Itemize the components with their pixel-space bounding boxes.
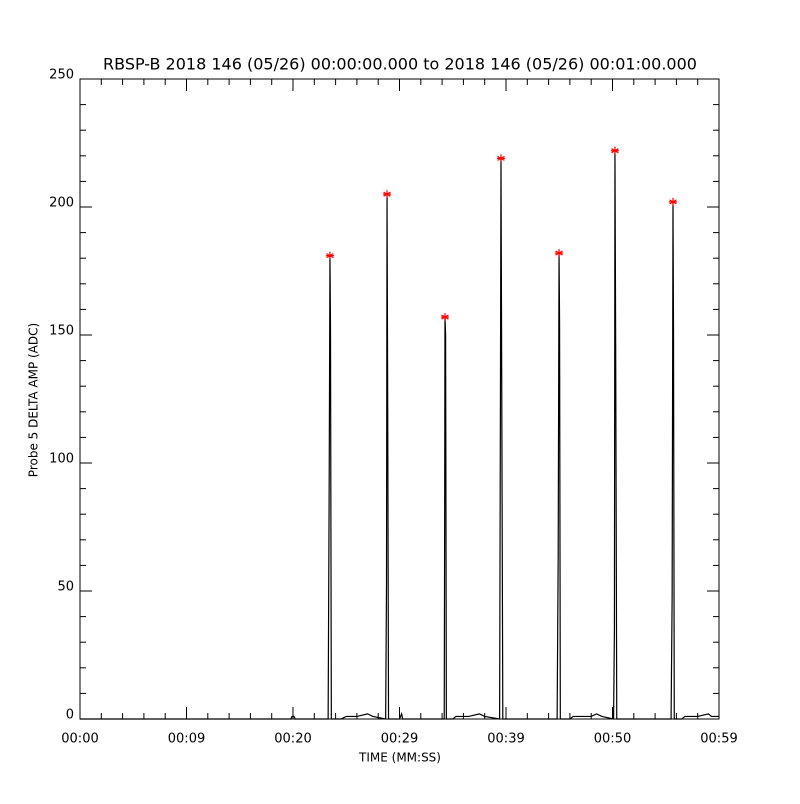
plot-frame	[79, 78, 720, 720]
data-line	[80, 150, 719, 720]
x-tick-label: 00:29	[381, 732, 418, 747]
peak-marker	[496, 154, 505, 163]
x-tick-label: 00:00	[61, 732, 98, 747]
x-tick-label: 00:09	[168, 732, 205, 747]
x-axis-label: TIME (MM:SS)	[358, 751, 441, 765]
y-tick-label: 0	[66, 708, 74, 723]
y-tick-label: 200	[49, 196, 74, 211]
peak-marker	[610, 146, 619, 155]
y-axis-label: Probe 5 DELTA AMP (ADC)	[27, 323, 41, 477]
x-tick-label: 00:39	[487, 732, 524, 747]
x-tick-label: 00:59	[700, 732, 737, 747]
y-tick-label: 150	[49, 324, 74, 339]
y-tick-label: 100	[49, 452, 74, 467]
y-tick-label: 250	[49, 68, 74, 83]
peak-marker	[668, 197, 677, 206]
y-tick-label: 50	[57, 580, 74, 595]
x-tick-label: 00:50	[594, 732, 631, 747]
peak-marker	[325, 251, 334, 260]
peak-marker	[383, 190, 392, 199]
chart-title: RBSP-B 2018 146 (05/26) 00:00:00.000 to …	[103, 55, 697, 74]
peak-marker	[440, 313, 449, 322]
x-tick-label: 00:20	[274, 732, 311, 747]
peak-marker	[555, 249, 564, 258]
